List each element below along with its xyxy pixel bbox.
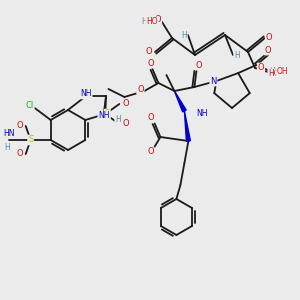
Text: O: O	[137, 85, 144, 94]
Text: O: O	[258, 64, 264, 73]
Polygon shape	[184, 111, 190, 141]
Text: H: H	[269, 68, 275, 76]
Text: O: O	[16, 149, 23, 158]
Text: O: O	[146, 47, 152, 56]
Text: NH: NH	[98, 112, 110, 121]
Text: H: H	[234, 50, 240, 59]
Text: O: O	[266, 34, 272, 43]
Text: HO: HO	[268, 70, 280, 79]
Text: H: H	[4, 143, 10, 152]
Text: O: O	[147, 148, 154, 157]
Text: O: O	[195, 61, 202, 70]
Text: H: H	[141, 17, 147, 26]
Text: N: N	[210, 76, 217, 85]
Text: O: O	[147, 58, 154, 68]
Text: NH: NH	[197, 109, 208, 118]
Text: O: O	[265, 46, 272, 55]
Text: H: H	[181, 31, 187, 40]
Text: O: O	[155, 16, 161, 25]
Text: HN: HN	[3, 128, 14, 137]
Text: O: O	[122, 119, 129, 128]
Text: S: S	[105, 110, 110, 118]
Text: OH: OH	[276, 67, 288, 76]
Text: S: S	[28, 136, 33, 145]
Text: NH: NH	[80, 89, 92, 98]
Text: H: H	[115, 116, 121, 124]
Text: HO: HO	[146, 17, 158, 26]
Text: O: O	[147, 113, 154, 122]
Text: Cl: Cl	[26, 100, 34, 109]
Text: O: O	[122, 100, 129, 109]
Polygon shape	[174, 91, 186, 112]
Text: O: O	[16, 122, 23, 130]
